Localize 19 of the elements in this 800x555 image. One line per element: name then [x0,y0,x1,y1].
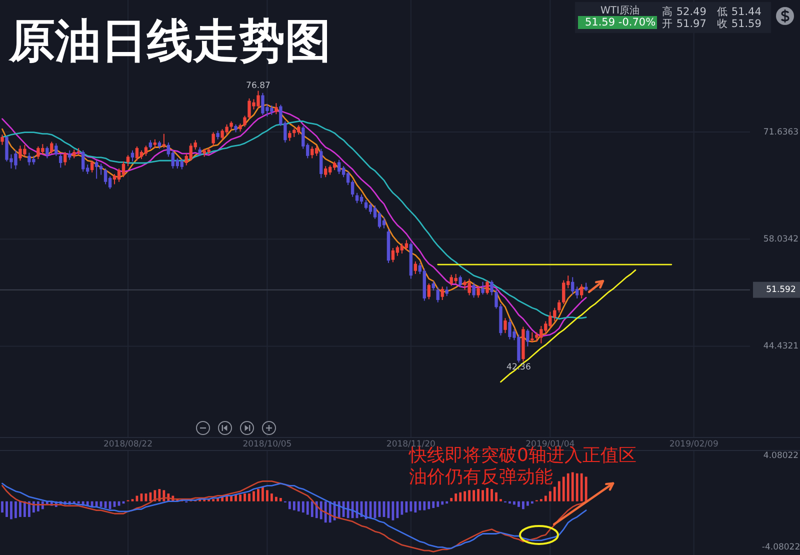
y-tick-label: -4.08022 [762,542,800,552]
annotation: 76.87 [246,81,270,92]
annotation: WTI原油 [600,4,640,17]
x-tick-label: 2018/08/22 [103,439,152,450]
annotation: 开 51.97 [662,18,706,30]
y-tick-label: 44.4321 [763,342,799,352]
annotation: 低 51.44 [717,6,762,18]
chart-title: 原油日线走势图 [8,14,331,68]
annotation: 收 51.59 [717,18,762,30]
ref-line-label: 51.592 [766,285,796,296]
x-tick-label: 2018/10/05 [242,439,292,450]
annotation: -0.70% [618,16,656,28]
y-tick-label: 58.0342 [763,234,799,244]
x-tick-label: 2019/02/09 [669,439,718,450]
y-tick-label: 4.08022 [763,451,799,462]
annotation: 高 52.49 [662,4,706,18]
annotation: 51.59 [584,16,616,28]
y-tick-label: 71.6363 [763,127,799,138]
annotation: 油价仍有反弹动能 [409,466,553,488]
